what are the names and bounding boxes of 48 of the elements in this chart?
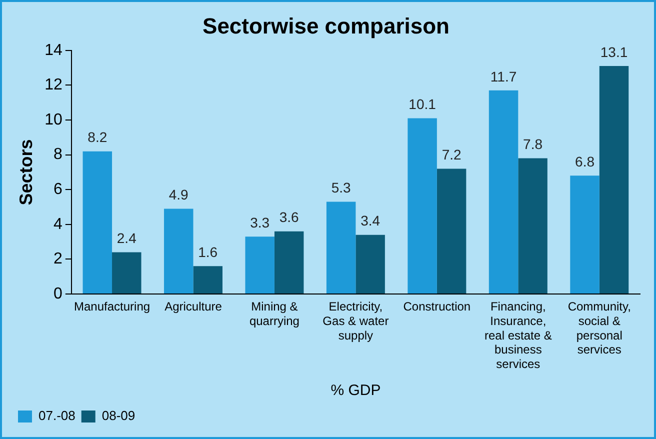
data-label: 7.8	[523, 136, 543, 152]
x-tick-label: Electricity, Gas & water supply	[322, 300, 389, 342]
data-label: 5.3	[331, 180, 352, 196]
data-label: 11.7	[490, 68, 517, 84]
data-label: 7.2	[442, 146, 462, 163]
x-tick-label: Financing, Insurance, real estate & business services	[484, 300, 552, 372]
data-label: 3.3	[250, 214, 270, 230]
data-label: 1.6	[198, 244, 218, 260]
legend-label: 07.-08	[38, 408, 76, 424]
x-tick-label: Manufacturing	[74, 300, 150, 314]
y-axis-title: Sectors	[16, 139, 36, 206]
y-tick-label: 4	[53, 216, 62, 233]
bar	[164, 208, 194, 294]
bar	[274, 231, 304, 294]
bar	[599, 66, 629, 294]
bar	[436, 168, 466, 294]
x-tick-label: Community, social & personal services	[568, 300, 631, 357]
data-label: 3.4	[360, 212, 380, 229]
bar	[518, 158, 548, 294]
bar	[570, 176, 600, 294]
data-label: 8.2	[88, 129, 108, 146]
y-tick-label: 12	[44, 76, 62, 94]
data-label: 4.9	[168, 186, 189, 203]
bar	[245, 236, 274, 294]
y-tick-label: 10	[44, 111, 62, 128]
data-label: 6.8	[575, 154, 595, 170]
data-label: 13.1	[600, 44, 628, 60]
bar	[326, 202, 356, 294]
x-tick-label: Mining & quarrying	[249, 300, 300, 328]
bar	[82, 151, 112, 294]
bar	[408, 118, 437, 294]
x-tick-label: Agriculture	[164, 300, 222, 314]
data-label: 3.6	[279, 209, 300, 226]
data-label: 2.4	[116, 230, 137, 246]
y-tick-label: 0	[53, 285, 62, 302]
y-tick-label: 8	[53, 146, 62, 164]
x-axis-title: % GDP	[330, 382, 381, 400]
chart-title: Sectorwise comparison	[202, 13, 450, 38]
y-tick-label: 14	[44, 42, 62, 59]
y-tick-label: 2	[53, 250, 62, 268]
bar	[112, 252, 142, 294]
x-tick-label: Construction	[403, 300, 471, 314]
data-label: 10.1	[408, 96, 436, 112]
bar	[488, 90, 518, 294]
bar	[193, 266, 222, 294]
bar	[356, 234, 385, 294]
y-tick-label: 6	[53, 181, 62, 198]
legend-label: 08-09	[102, 408, 136, 424]
